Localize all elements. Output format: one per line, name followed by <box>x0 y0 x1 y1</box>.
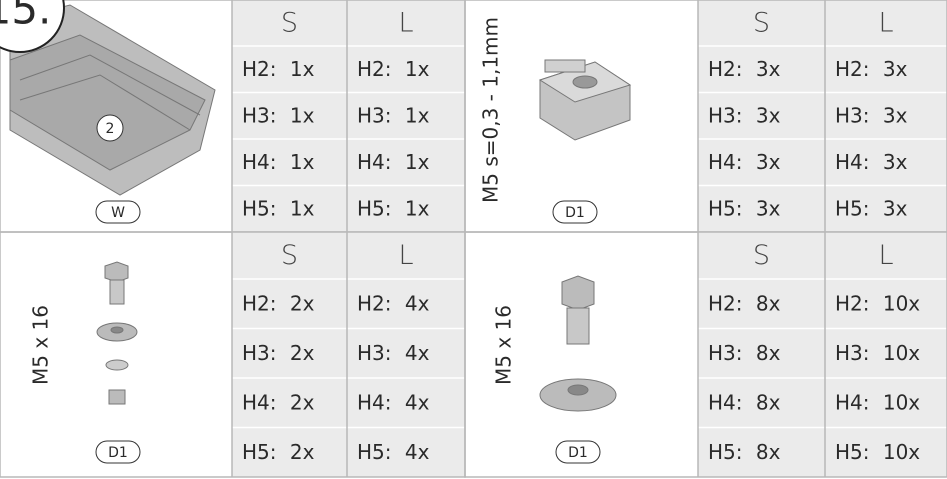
rail-illustration <box>9 4 216 196</box>
quantity-cell: H3: 3x <box>708 103 781 127</box>
step-circle <box>0 0 65 53</box>
column-header: L <box>878 240 893 271</box>
quantity-cell: H4: 3x <box>708 150 781 174</box>
part-spec: M5 x 16 <box>29 305 53 385</box>
column-header: S <box>753 8 770 39</box>
quantity-cell: H3: 8x <box>708 341 781 365</box>
column-header: S <box>281 240 298 271</box>
screw-illustration <box>539 275 617 412</box>
quantity-cell: H5: 8x <box>708 440 781 464</box>
quantity-cell: H2: 3x <box>708 57 781 81</box>
column-header: L <box>878 8 893 39</box>
quantity-cell: H5: 3x <box>708 196 781 220</box>
quantity-cell: H4: 4x <box>357 390 430 414</box>
quantity-cell: H2: 1x <box>357 57 430 81</box>
part-outline <box>96 114 124 142</box>
quantity-cell: H4: 3x <box>835 150 908 174</box>
part-number: 2 <box>106 121 115 137</box>
part-code: D1 <box>568 445 588 461</box>
quantity-cell: H3: 2x <box>242 341 315 365</box>
code-outline <box>95 200 141 224</box>
quantity-cell: H5: 2x <box>242 440 315 464</box>
part-code: W <box>111 205 125 221</box>
column-header: S <box>753 240 770 271</box>
quantity-cell: H2: 1x <box>242 57 315 81</box>
quantity-cell: H5: 1x <box>242 196 315 220</box>
quantity-cell: H2: 10x <box>835 291 920 315</box>
table-bg <box>232 0 465 232</box>
column-header: S <box>281 8 298 39</box>
step-number: 15. <box>0 0 51 34</box>
part-code: D1 <box>565 205 585 221</box>
quantity-cell: H5: 3x <box>835 196 908 220</box>
table-bg <box>698 232 947 477</box>
cage-nut-illustration <box>538 59 632 141</box>
quantity-cell: H2: 8x <box>708 291 781 315</box>
quantity-cell: H5: 4x <box>357 440 430 464</box>
table-bg <box>232 232 465 477</box>
column-header: L <box>398 8 413 39</box>
quantity-cell: H4: 2x <box>242 390 315 414</box>
part-code: D1 <box>108 445 128 461</box>
screw-set-illustration <box>96 261 138 405</box>
quantity-cell: H5: 1x <box>357 196 430 220</box>
quantity-cell: H2: 4x <box>357 291 430 315</box>
quantity-cell: H3: 1x <box>357 103 430 127</box>
column-header: L <box>398 240 413 271</box>
quantity-cell: H4: 1x <box>242 150 315 174</box>
code-outline <box>552 200 598 224</box>
quantity-cell: H4: 8x <box>708 390 781 414</box>
table-bg <box>698 0 947 232</box>
quantity-cell: H2: 2x <box>242 291 315 315</box>
quantity-cell: H4: 1x <box>357 150 430 174</box>
part-spec: M5 x 16 <box>492 305 516 385</box>
quantity-cell: H2: 3x <box>835 57 908 81</box>
quantity-cell: H3: 3x <box>835 103 908 127</box>
code-outline <box>95 440 141 464</box>
quantity-cell: H3: 4x <box>357 341 430 365</box>
part-spec: M5 s=0,3 - 1,1mm <box>479 17 503 203</box>
quantity-cell: H3: 10x <box>835 341 920 365</box>
quantity-cell: H3: 1x <box>242 103 315 127</box>
code-outline <box>555 440 601 464</box>
block-border <box>464 231 947 478</box>
quantity-cell: H5: 10x <box>835 440 920 464</box>
quantity-cell: H4: 10x <box>835 390 920 414</box>
